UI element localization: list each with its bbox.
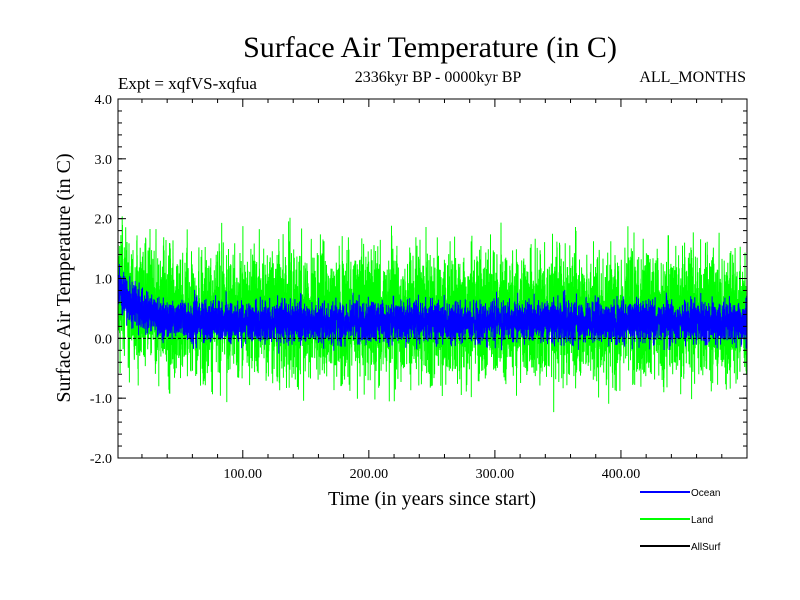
y-tick-label: 1.0 — [95, 273, 113, 288]
y-tick-label: -2.0 — [90, 452, 112, 467]
experiment-label: Expt = xqfVS-xqfua — [118, 74, 257, 93]
legend-item-ocean: Ocean — [640, 488, 720, 499]
period-subtitle: 2336kyr BP - 0000kyr BP — [355, 69, 522, 86]
legend-label: Land — [691, 515, 713, 526]
legend-label: Ocean — [691, 488, 720, 499]
legend-item-land: Land — [640, 515, 713, 526]
y-axis-label: Surface Air Temperature (in C) — [53, 153, 75, 402]
series-layer — [118, 216, 747, 413]
legend-label: AllSurf — [691, 542, 721, 553]
y-tick-label: 2.0 — [95, 213, 113, 228]
x-tick-label: 300.00 — [476, 467, 515, 482]
legend: Ocean Land AllSurf — [640, 488, 721, 553]
x-tick-label: 100.00 — [224, 467, 263, 482]
ticks-layer: -2.0 -1.0 0.0 1.0 2.0 3.0 4.0 100.00 200.00 300.0… — [90, 93, 747, 482]
chart-title: Surface Air Temperature (in C) — [243, 31, 617, 64]
x-tick-label: 400.00 — [602, 467, 641, 482]
season-label: ALL_MONTHS — [639, 69, 746, 86]
y-tick-label: 3.0 — [95, 153, 113, 168]
y-tick-label: 4.0 — [95, 93, 113, 108]
x-axis-label: Time (in years since start) — [328, 488, 536, 510]
x-tick-label: 200.00 — [350, 467, 389, 482]
plot-area: -2.0 -1.0 0.0 1.0 2.0 3.0 4.0 100.00 200.00 300.0… — [90, 93, 748, 482]
legend-item-allsurf: AllSurf — [640, 542, 721, 553]
y-tick-label: -1.0 — [90, 392, 112, 407]
y-tick-label: 0.0 — [95, 332, 113, 347]
series-ocean-line — [118, 264, 747, 354]
